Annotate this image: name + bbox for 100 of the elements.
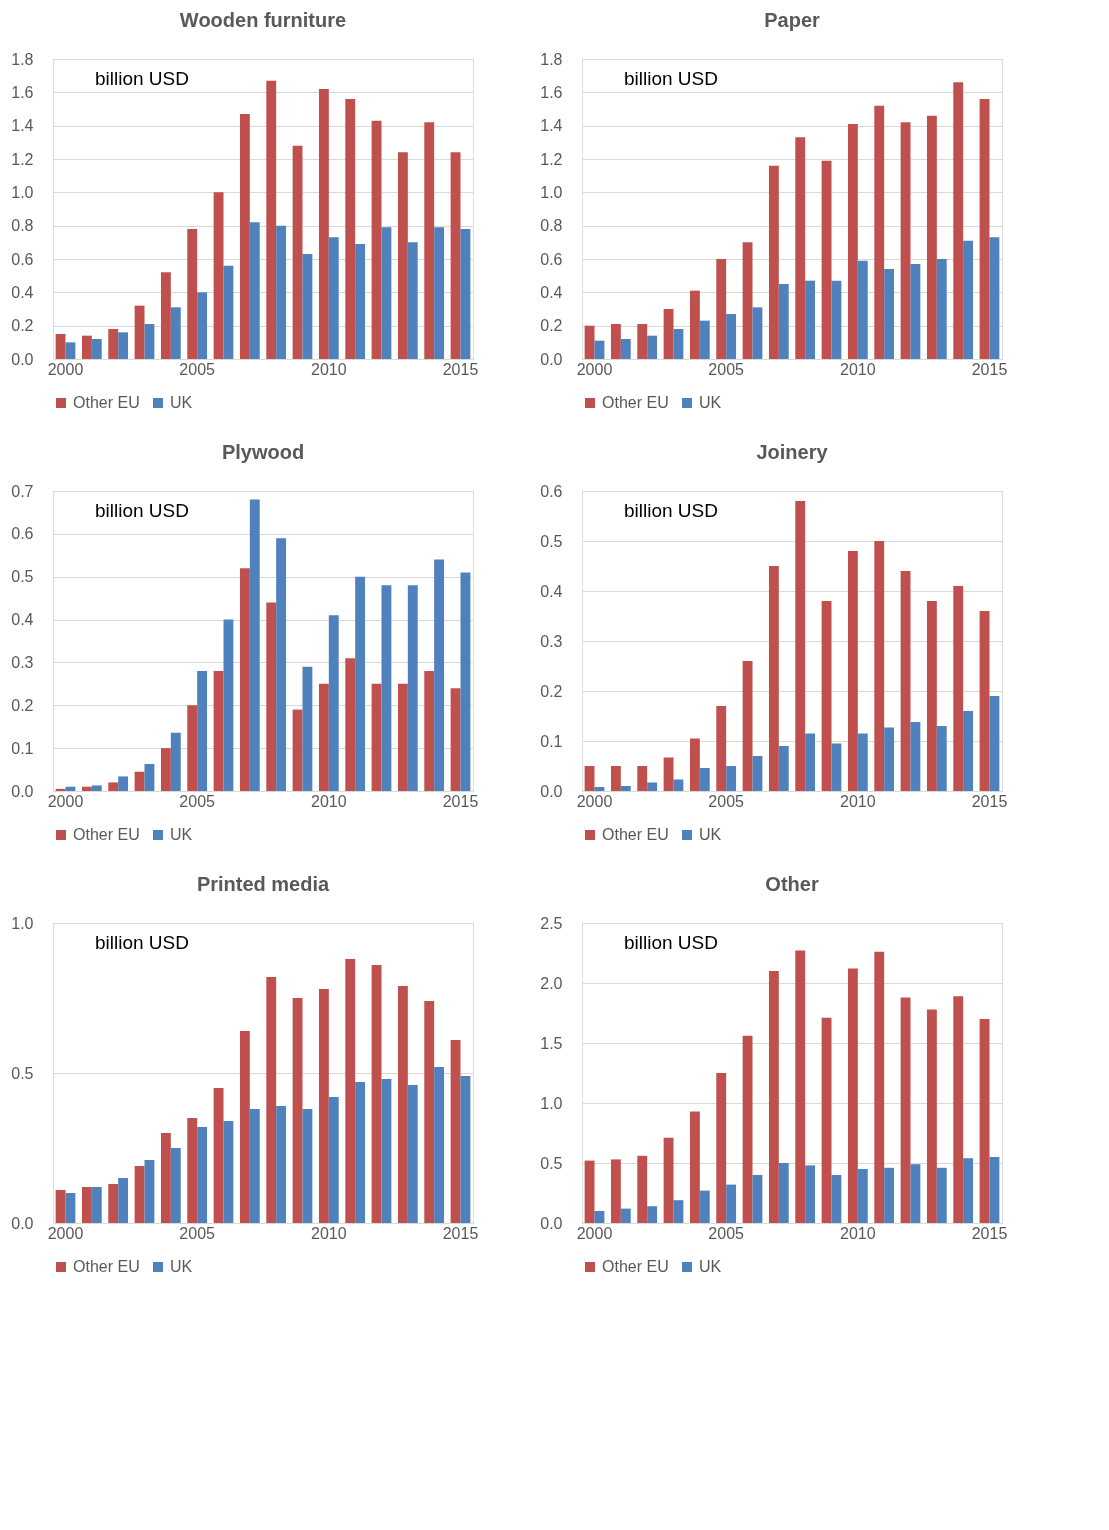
bar <box>118 1178 129 1223</box>
annotation: billion USD <box>624 932 718 953</box>
bar <box>637 1155 648 1223</box>
legend-label: Other EU <box>73 826 140 843</box>
bar <box>55 788 66 791</box>
x-tick-label: 2010 <box>840 360 876 378</box>
y-tick-label: 0.2 <box>540 317 563 335</box>
y-tick-label: 0.2 <box>11 696 34 714</box>
bar <box>847 124 858 359</box>
bar <box>318 989 329 1223</box>
y-tick-label: 0.4 <box>540 283 563 301</box>
bar <box>647 782 658 791</box>
bar <box>170 1148 181 1223</box>
legend-label: UK <box>170 1258 193 1275</box>
bar <box>979 611 990 791</box>
bar <box>239 568 250 791</box>
bar <box>821 1017 832 1223</box>
bar <box>936 1167 947 1223</box>
bar <box>584 325 595 359</box>
bar <box>434 1067 445 1223</box>
bar <box>424 671 435 791</box>
bar <box>847 968 858 1223</box>
bar <box>795 950 806 1223</box>
bar <box>302 254 313 359</box>
bar <box>805 733 816 791</box>
bar <box>328 615 339 791</box>
bar <box>397 683 408 791</box>
legend-label: UK <box>699 394 722 411</box>
bar <box>874 951 885 1223</box>
bar <box>108 329 119 359</box>
x-tick-label: 2005 <box>179 792 216 810</box>
bar <box>170 732 181 791</box>
x-tick-label: 2005 <box>179 1224 216 1242</box>
bar <box>953 586 964 791</box>
y-tick-label: 0.0 <box>11 1214 34 1232</box>
chart-title: Paper <box>764 9 821 31</box>
bar <box>450 1040 461 1223</box>
bar <box>857 260 868 359</box>
x-tick-label: 2000 <box>576 360 613 378</box>
bar <box>460 229 471 359</box>
bar <box>831 280 842 359</box>
y-tick-label: 0.1 <box>540 732 563 750</box>
bar <box>805 280 816 359</box>
bar <box>926 115 937 359</box>
bar <box>663 757 674 791</box>
x-tick-label: 2015 <box>971 792 1008 810</box>
bar <box>134 305 145 359</box>
y-tick-label: 0.0 <box>540 1214 563 1232</box>
legend-label: Other EU <box>602 394 669 411</box>
bar <box>55 1190 66 1223</box>
y-tick-label: 1.8 <box>11 50 34 68</box>
bar <box>637 324 648 359</box>
bar <box>460 572 471 791</box>
bar <box>610 766 621 791</box>
x-tick-label: 2000 <box>47 360 84 378</box>
y-tick-label: 0.5 <box>11 568 34 586</box>
bar <box>407 1085 418 1223</box>
bar <box>345 658 356 791</box>
bar <box>318 89 329 359</box>
bar <box>187 1118 198 1223</box>
bar <box>752 1175 763 1223</box>
y-tick-label: 0.4 <box>11 283 34 301</box>
bar <box>874 541 885 791</box>
bar <box>223 619 234 791</box>
bar <box>742 1035 753 1223</box>
bar <box>926 601 937 791</box>
annotation: billion USD <box>624 68 718 89</box>
bar <box>768 971 779 1223</box>
bar <box>610 324 621 359</box>
bar <box>857 1169 868 1223</box>
bar <box>65 1193 76 1223</box>
legend-label: UK <box>170 826 193 843</box>
y-tick-label: 0.1 <box>11 739 34 757</box>
bar <box>197 671 208 791</box>
bar <box>160 1133 171 1223</box>
bar <box>108 782 119 791</box>
bar <box>450 688 461 791</box>
x-tick-label: 2010 <box>840 1224 876 1242</box>
bar <box>397 986 408 1223</box>
bar <box>689 738 700 791</box>
bar <box>266 602 277 791</box>
bar <box>65 342 76 359</box>
bar <box>249 1109 260 1223</box>
bar <box>371 683 382 791</box>
x-tick-label: 2000 <box>47 1224 84 1242</box>
bar <box>673 1200 684 1223</box>
bar <box>328 1097 339 1223</box>
y-tick-label: 0.5 <box>540 532 563 550</box>
chart-title: Printed media <box>196 873 330 895</box>
bar <box>884 269 895 359</box>
bar <box>726 766 737 791</box>
bar <box>647 1206 658 1223</box>
bar <box>900 571 911 791</box>
bar <box>81 335 92 359</box>
bar <box>266 80 277 359</box>
bar <box>979 99 990 359</box>
legend-label: Other EU <box>602 1258 669 1275</box>
bar <box>81 1187 92 1223</box>
bar <box>197 1127 208 1223</box>
bar <box>328 237 339 359</box>
